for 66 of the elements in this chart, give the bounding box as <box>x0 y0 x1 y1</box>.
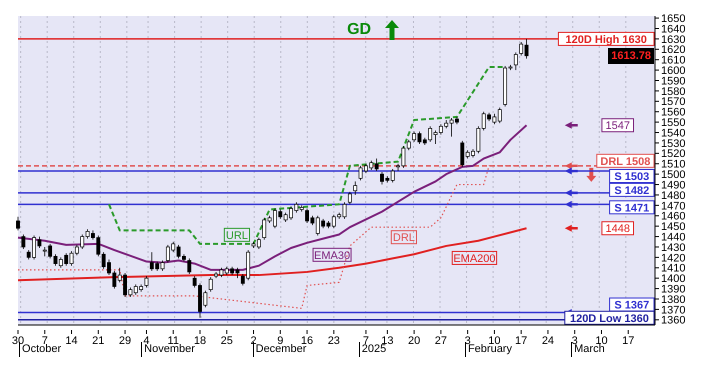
candlestick <box>144 276 148 288</box>
x-tick-label: 17 <box>622 335 634 347</box>
y-tick-label: 1530 <box>661 138 686 150</box>
ref-line-label: S 1471 <box>614 202 650 214</box>
candlestick <box>208 276 213 292</box>
y-tick-label: 1360 <box>661 314 686 327</box>
candlestick <box>21 234 26 250</box>
y-tick-label: 1600 <box>661 65 686 78</box>
y-tick-label: 1550 <box>661 117 686 130</box>
y-tick-label: 1420 <box>661 252 686 264</box>
candlestick <box>353 181 358 196</box>
y-tick-label: 1460 <box>661 210 686 223</box>
y-tick-label: 1400 <box>661 273 686 286</box>
candlestick <box>187 258 192 274</box>
x-tick-label: 24 <box>542 335 554 347</box>
y-tick-label: 1490 <box>661 179 686 192</box>
series-label: URL <box>226 230 248 242</box>
y-tick-label: 1580 <box>661 86 686 98</box>
y-tick-label: 1540 <box>661 127 686 140</box>
x-tick-label: 23 <box>328 335 340 347</box>
ref-line-label: S 1367 <box>614 300 650 312</box>
y-tick-label: 1620 <box>661 44 686 56</box>
line-series <box>17 124 528 271</box>
ref-line-label: S 1503 <box>614 171 650 184</box>
y-tick-label: 1560 <box>661 106 686 119</box>
annotation: GD <box>347 21 372 39</box>
x-tick-label: 25 <box>220 335 233 347</box>
series-label: DRL <box>392 232 415 244</box>
series-label: EMA30 <box>314 250 350 262</box>
y-tick-label: 1640 <box>661 23 686 36</box>
annotation: 1547 <box>605 120 630 132</box>
candlestick <box>348 191 352 205</box>
ref-line-label: DRL 1508 <box>600 156 650 168</box>
y-tick-label: 1390 <box>661 283 686 296</box>
ref-line-label: 120D Low 1360 <box>570 312 649 325</box>
y-tick-label: 1430 <box>661 242 686 254</box>
line-series <box>17 227 528 282</box>
y-tick-label: 1520 <box>661 148 686 160</box>
y-tick-label: 1470 <box>661 200 686 212</box>
y-tick-label: 1370 <box>661 304 686 316</box>
y-tick-label: 1480 <box>661 190 686 202</box>
candlestick <box>16 216 20 231</box>
y-tick-label: 1410 <box>661 262 686 275</box>
y-tick-label: 1630 <box>661 34 686 46</box>
y-tick-label: 1610 <box>661 54 686 67</box>
y-tick-label: 1510 <box>661 158 686 171</box>
ref-line-label: 120D High 1630 <box>566 34 647 46</box>
series-label: EMA200 <box>453 252 496 265</box>
x-tick-label: 14 <box>65 335 78 347</box>
ref-line-label: S 1482 <box>614 184 650 197</box>
x-tick-label: 20 <box>408 335 420 347</box>
y-tick-label: 1500 <box>661 169 686 182</box>
candlestick <box>514 52 518 70</box>
y-tick-label: 1590 <box>661 75 686 88</box>
x-tick-label: 18 <box>194 335 206 347</box>
x-tick-label: 21 <box>92 335 104 347</box>
y-tick-label: 1570 <box>661 96 686 108</box>
annotation: 1613.78 <box>608 48 654 64</box>
x-tick-label: 27 <box>434 335 448 347</box>
x-tick-label: 17 <box>515 335 528 347</box>
y-tick-label: 1450 <box>661 221 686 234</box>
y-tick-label: 1650 <box>661 12 686 25</box>
x-tick-label: 29 <box>118 335 132 347</box>
y-tick-label: 1440 <box>661 231 686 244</box>
annotation: 1448 <box>605 223 630 236</box>
y-tick-label: 1380 <box>661 294 686 306</box>
